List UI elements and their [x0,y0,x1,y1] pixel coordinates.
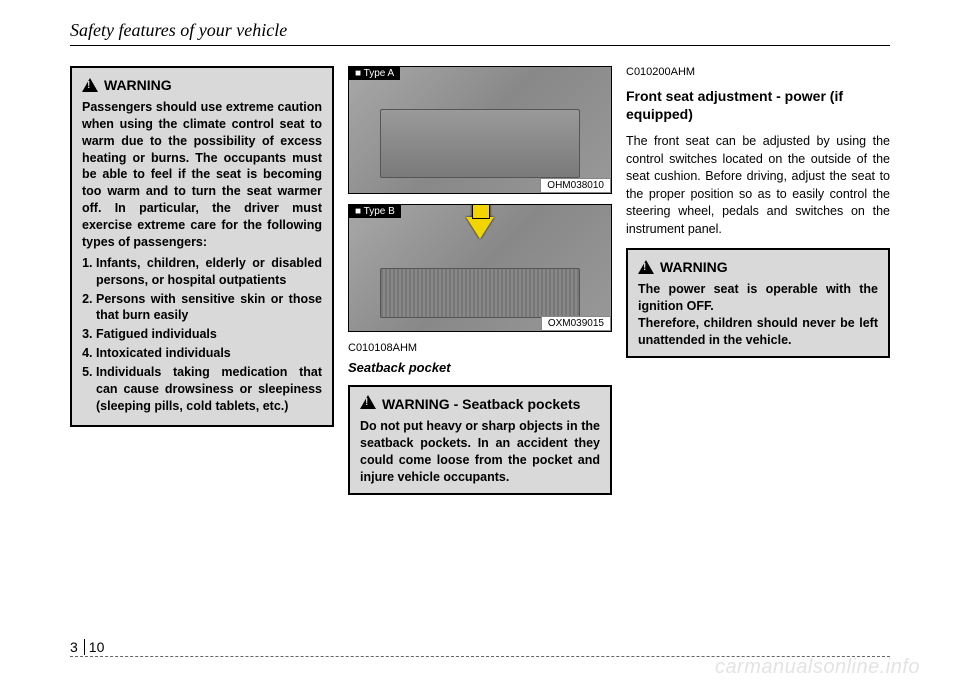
figure-code: OXM039015 [541,316,611,331]
warning-item: Persons with sensitive skin or those tha… [96,291,322,325]
figure-type-a: ■ Type A OHM038010 [348,66,612,194]
warning-title-text: WARNING [660,258,728,277]
reference-code: C010200AHM [626,66,890,78]
warning-seatback-pockets: WARNING - Seatback pockets Do not put he… [348,385,612,495]
warning-icon [638,260,654,274]
figure-code: OHM038010 [540,178,611,193]
column-right: C010200AHM Front seat adjustment - power… [626,66,890,495]
page-number: 310 [70,639,110,655]
body-paragraph: The front seat can be adjusted by using … [626,133,890,238]
arrow-icon [466,217,494,239]
warning-line: Therefore, children should never be left… [638,316,878,347]
warning-climate-seat: WARNING Passengers should use extreme ca… [70,66,334,427]
warning-icon [82,78,98,92]
warning-item: Fatigued individuals [96,326,322,343]
column-left: WARNING Passengers should use extreme ca… [70,66,334,495]
figure-type-label: ■ Type A [349,67,400,80]
figure-type-label: ■ Type B [349,205,401,218]
watermark: carmanualsonline.info [715,656,920,679]
section-title: Front seat adjustment - power (if equipp… [626,88,890,123]
warning-item: Intoxicated individuals [96,345,322,362]
figure-caption: Seatback pocket [348,360,612,375]
figure-type-b: ■ Type B OXM039015 [348,204,612,332]
warning-item: Infants, children, elderly or disabled p… [96,255,322,289]
warning-body-text: Do not put heavy or sharp objects in the… [360,419,600,484]
column-middle: ■ Type A OHM038010 ■ Type B OXM039015 C0… [348,66,612,495]
page-header: Safety features of your vehicle [70,20,890,46]
warning-icon [360,395,376,409]
warning-line: The power seat is operable with the igni… [638,282,878,313]
warning-subtitle: - Seatback pockets [454,396,581,412]
reference-code: C010108AHM [348,342,612,354]
warning-title-text: WARNING [382,396,450,412]
warning-power-seat: WARNING The power seat is operable with … [626,248,890,358]
warning-item: Individuals taking medication that can c… [96,364,322,415]
warning-intro: Passengers should use extreme caution wh… [82,100,322,249]
warning-title-text: WARNING [104,76,172,95]
